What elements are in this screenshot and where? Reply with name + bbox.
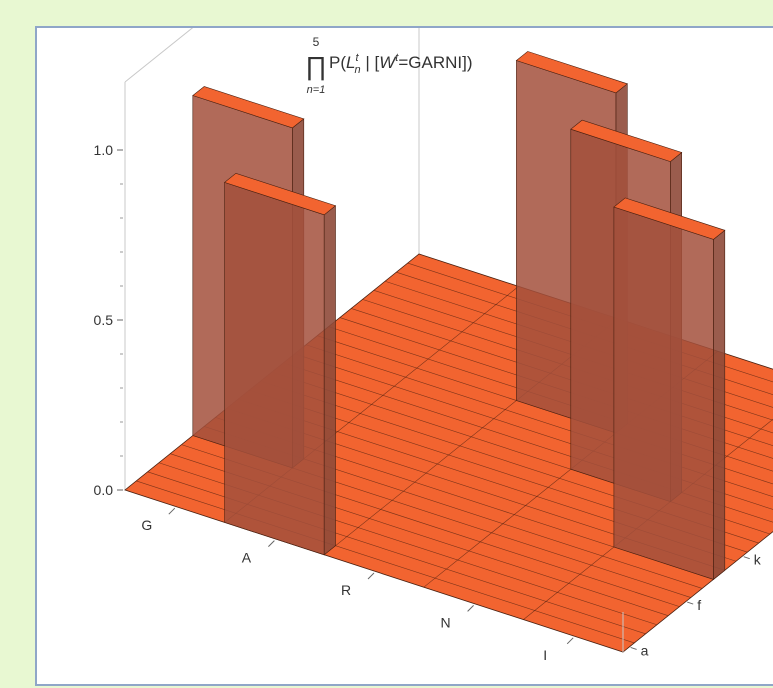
bar-front-face [224,181,325,556]
bar-chart-3d: GARNIafkpuz0.00.51.0 5 ∏ n=1 P(Ltn | [Wt… [94,28,773,663]
title-expression: P(Lt n | [Wt=GARNI]) [329,52,473,76]
title-W: W [379,53,397,72]
bar-front-face [613,206,714,580]
title-mid: | [ [361,53,380,72]
x-tick-G: G [141,517,152,533]
title-product-symbol: ∏ [305,51,326,81]
z-tick-0.5: 0.5 [94,312,114,328]
y-tick-f: f [697,597,701,613]
title-upper-limit: 5 [313,35,320,49]
title-sup-t: t [355,52,359,64]
x-tick-I: I [543,647,547,663]
x-tick-mark [367,572,375,580]
bar-top-face [570,119,683,162]
x-tick-R: R [341,582,351,598]
bar-top-face [223,172,337,216]
title-L: L [346,53,355,72]
y-tick-mark [630,646,637,650]
title-lower-limit: n=1 [307,84,326,96]
bar-top-face [515,51,628,94]
bar-A-a [223,172,337,556]
bar-side-face [713,229,726,581]
bar-side-face [323,205,336,556]
x-tick-mark [566,637,574,645]
title-rest: =GARNI]) [398,53,472,72]
chart-title: 5 ∏ n=1 P(Lt n | [Wt=GARNI]) [305,35,472,96]
title-sup-t2: t [395,52,399,64]
x-tick-N: N [441,614,451,630]
title-sub-n: n [355,64,361,76]
y-tick-mark [743,556,750,560]
y-tick-a: a [641,642,649,658]
tick-labels: GARNIafkpuz0.00.51.0 [94,142,762,663]
chart-frame: GARNIafkpuz0.00.51.0 5 ∏ n=1 P(Ltn | [Wt… [35,26,773,686]
y-tick-k: k [754,552,762,568]
x-tick-A: A [242,550,252,566]
bar-top-face [192,86,305,129]
z-tick-1.0: 1.0 [94,142,114,158]
title-p: P( [329,53,346,72]
bar-top-face [613,197,726,240]
z-tick-0.0: 0.0 [94,482,114,498]
y-tick-mark [687,601,694,605]
floor-grid-line-y [136,480,635,644]
axes-box-back [124,28,420,490]
bar-I-i [613,197,726,581]
x-tick-mark [168,507,176,515]
x-tick-mark [268,540,275,547]
box-edge-4 [124,28,194,83]
bars [192,51,726,581]
x-tick-mark [467,605,474,612]
